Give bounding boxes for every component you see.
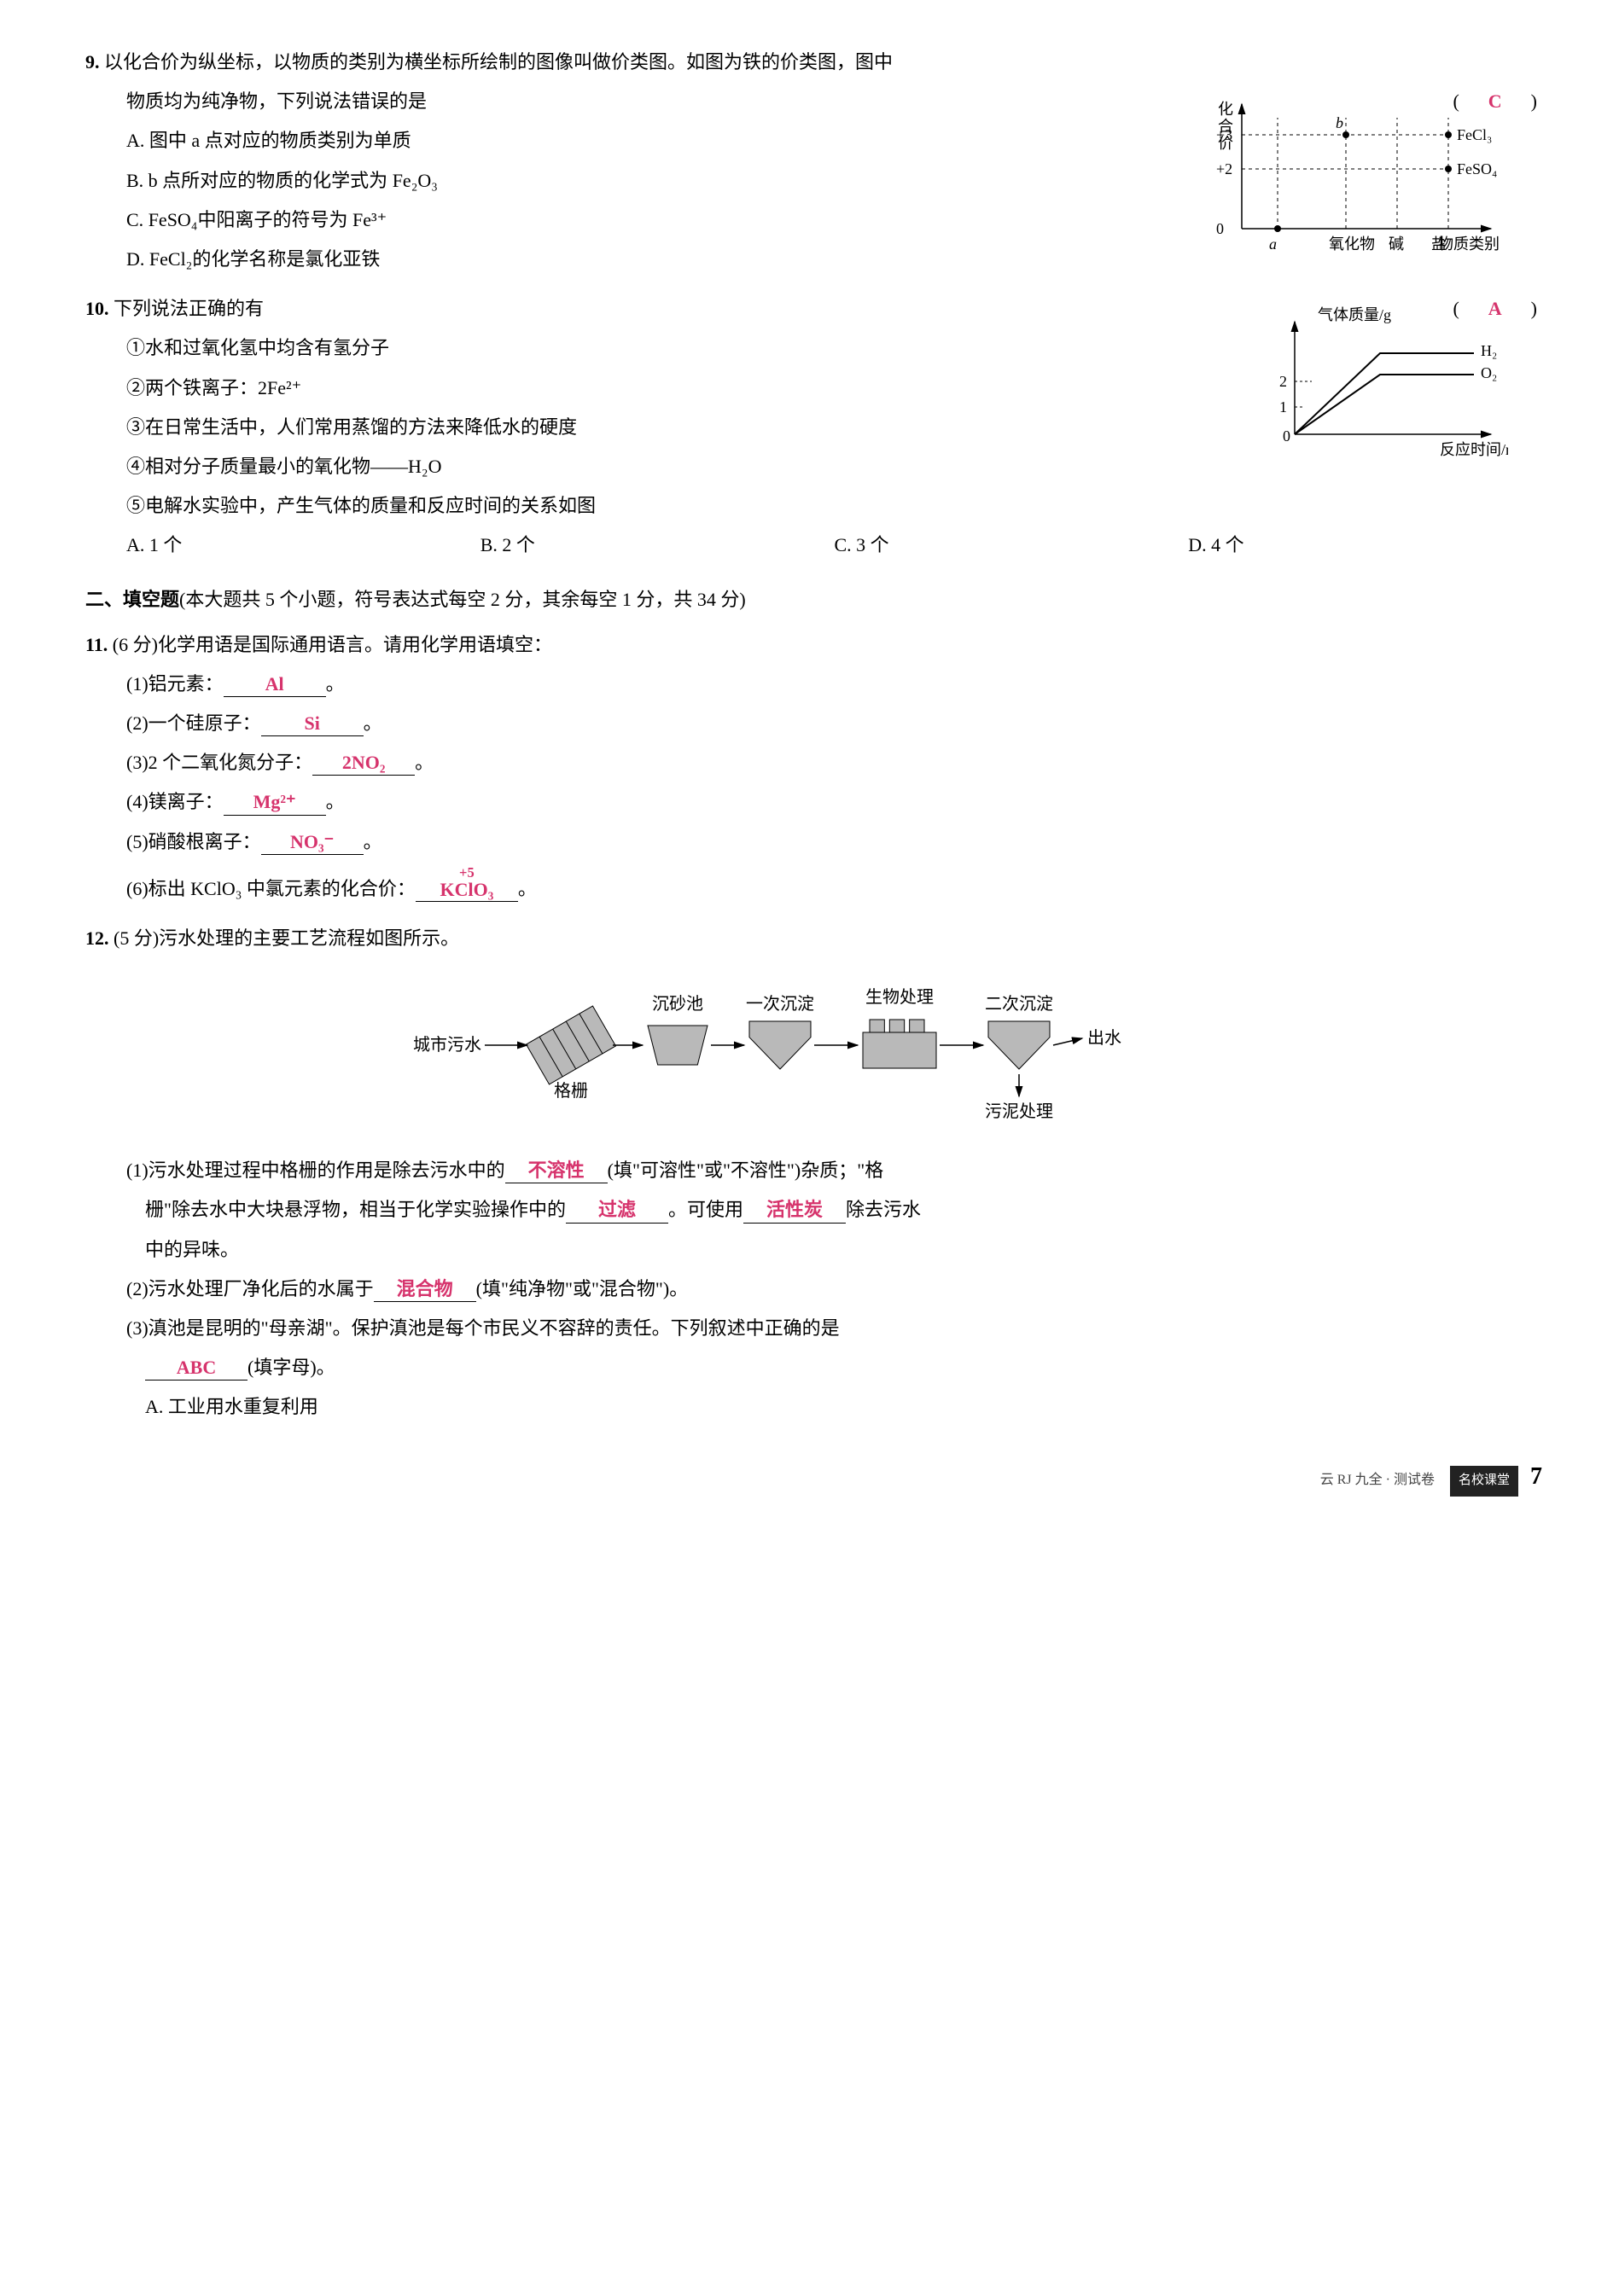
q12-sub3-line2: ABC(填字母)。 — [85, 1348, 1542, 1387]
svg-text:污泥处理: 污泥处理 — [985, 1101, 1053, 1121]
q11-sub4: (4)镁离子：Mg²⁺。 — [85, 782, 1542, 822]
svg-text:碱: 碱 — [1389, 235, 1404, 253]
q10-chart: 气体质量/g 反应时间/min 0 2 1 H₂ O₂ — [1252, 306, 1508, 474]
footer-text: 云 RJ 九全 · 测试卷 — [1320, 1473, 1435, 1487]
q11-head: 11. (6 分)化学用语是国际通用语言。请用化学用语填空： — [85, 625, 1542, 665]
svg-text:一次沉淀: 一次沉淀 — [746, 994, 814, 1014]
svg-text:H₂: H₂ — [1481, 342, 1497, 359]
svg-text:1: 1 — [1279, 398, 1287, 416]
q12-number: 12. — [85, 927, 109, 949]
question-10: 气体质量/g反应时间/min021H₂O₂ 10. 下列说法正确的有 ( A )… — [85, 289, 1542, 565]
q11-ans5: NO₃⁻ — [290, 831, 334, 852]
q11-ans6: +5KClO₃ — [440, 862, 493, 899]
q12-sub1-line2: 栅"除去水中大块悬浮物，相当于化学实验操作中的过滤。可使用活性炭除去污水 — [85, 1190, 1542, 1229]
svg-text:出水: 出水 — [1087, 1028, 1121, 1048]
svg-text:FeCl₃: FeCl₃ — [1457, 126, 1492, 143]
svg-text:二次沉淀: 二次沉淀 — [985, 994, 1053, 1014]
svg-text:0: 0 — [1216, 220, 1224, 237]
q11-sub5: (5)硝酸根离子：NO₃⁻。 — [85, 822, 1542, 862]
svg-text:O₂: O₂ — [1481, 364, 1497, 381]
q12-s1-ans2: 过滤 — [598, 1199, 636, 1220]
q12-sub3-a: A. 工业用水重复利用 — [85, 1387, 1542, 1427]
question-12: 12. (5 分)污水处理的主要工艺流程如图所示。 城市污水格栅 沉砂池 一次沉淀 生… — [85, 919, 1542, 1427]
q11-ans2: Si — [304, 712, 319, 734]
q10-choice-d: D. 4 个 — [1188, 526, 1542, 565]
svg-text:城市污水: 城市污水 — [413, 1035, 481, 1055]
section-2-title: 二、填空题(本大题共 5 个小题，符号表达式每空 2 分，其余每空 1 分，共 … — [85, 580, 1542, 619]
q9-number: 9. — [85, 51, 100, 73]
svg-text:2: 2 — [1279, 373, 1287, 390]
footer-badge: 名校课堂 — [1450, 1466, 1518, 1497]
page-number: 7 — [1530, 1463, 1542, 1490]
svg-text:+2: +2 — [1216, 160, 1232, 177]
q10-choice-a: A. 1 个 — [126, 526, 480, 565]
q10-choice-b: B. 2 个 — [480, 526, 835, 565]
q12-head: 12. (5 分)污水处理的主要工艺流程如图所示。 — [85, 919, 1542, 958]
svg-text:盐: 盐 — [1431, 235, 1447, 253]
q11-ans3: 2NO₂ — [342, 752, 386, 773]
q11-number: 11. — [85, 634, 108, 655]
svg-text:化: 化 — [1218, 101, 1233, 118]
q12-s2-ans: 混合物 — [397, 1278, 453, 1299]
svg-text:反应时间/min: 反应时间/min — [1440, 441, 1508, 458]
svg-text:沉砂池: 沉砂池 — [652, 994, 703, 1014]
svg-text:+3: +3 — [1216, 126, 1232, 143]
svg-text:生物处理: 生物处理 — [865, 987, 934, 1007]
svg-text:氧化物: 氧化物 — [1329, 235, 1375, 253]
page-footer: 云 RJ 九全 · 测试卷 名校课堂 7 — [85, 1452, 1542, 1503]
q11-sub1: (1)铝元素：Al。 — [85, 665, 1542, 704]
q12-flow-diagram: 城市污水格栅 沉砂池 一次沉淀 生物处理 二次沉淀出水污泥处理 — [85, 968, 1542, 1136]
q10-choice-c: C. 3 个 — [835, 526, 1189, 565]
svg-text:a: a — [1269, 235, 1277, 253]
q12-sub1-line3: 中的异味。 — [85, 1230, 1542, 1270]
svg-text:物质类别: 物质类别 — [1438, 235, 1500, 253]
q12-sub2: (2)污水处理厂净化后的水属于混合物(填"纯净物"或"混合物")。 — [85, 1270, 1542, 1309]
svg-text:0: 0 — [1283, 427, 1290, 445]
question-9: 化合价物质类别+3+20a氧化物碱盐bFeCl₃FeSO₄ 9. 以化合价为纵坐… — [85, 43, 1542, 279]
q11-sub2: (2)一个硅原子：Si。 — [85, 704, 1542, 743]
svg-text:b: b — [1336, 114, 1343, 131]
q12-s3-ans: ABC — [177, 1357, 216, 1378]
question-11: 11. (6 分)化学用语是国际通用语言。请用化学用语填空： (1)铝元素：Al… — [85, 625, 1542, 909]
q12-sub3-line1: (3)滇池是昆明的"母亲湖"。保护滇池是每个市民义不容辞的责任。下列叙述中正确的… — [85, 1309, 1542, 1348]
svg-text:格栅: 格栅 — [554, 1081, 588, 1101]
q10-number: 10. — [85, 298, 109, 319]
q10-choices: A. 1 个 B. 2 个 C. 3 个 D. 4 个 — [85, 526, 1542, 565]
q9-chart: 化合价物质类别+3+20a氧化物碱盐bFeCl₃FeSO₄ — [1201, 84, 1508, 268]
q11-sub3: (3)2 个二氧化氮分子：2NO₂。 — [85, 743, 1542, 782]
q11-ans1: Al — [265, 673, 284, 695]
q11-ans4: Mg²⁺ — [253, 791, 296, 812]
svg-text:FeSO₄: FeSO₄ — [1457, 160, 1497, 177]
q12-sub1-line1: (1)污水处理过程中格栅的作用是除去污水中的不溶性(填"可溶性"或"不溶性")杂… — [85, 1151, 1542, 1190]
q11-sub6: (6)标出 KClO₃ 中氯元素的化合价：+5KClO₃。 — [85, 862, 1542, 909]
q9-stem-line1: 9. 以化合价为纵坐标，以物质的类别为横坐标所绘制的图像叫做价类图。如图为铁的价… — [85, 43, 1542, 82]
q10-opt5: ⑤电解水实验中，产生气体的质量和反应时间的关系如图 — [85, 486, 1542, 526]
svg-text:气体质量/g: 气体质量/g — [1318, 306, 1391, 323]
q12-s1-ans1: 不溶性 — [528, 1160, 585, 1181]
q12-s1-ans3: 活性炭 — [766, 1199, 823, 1220]
